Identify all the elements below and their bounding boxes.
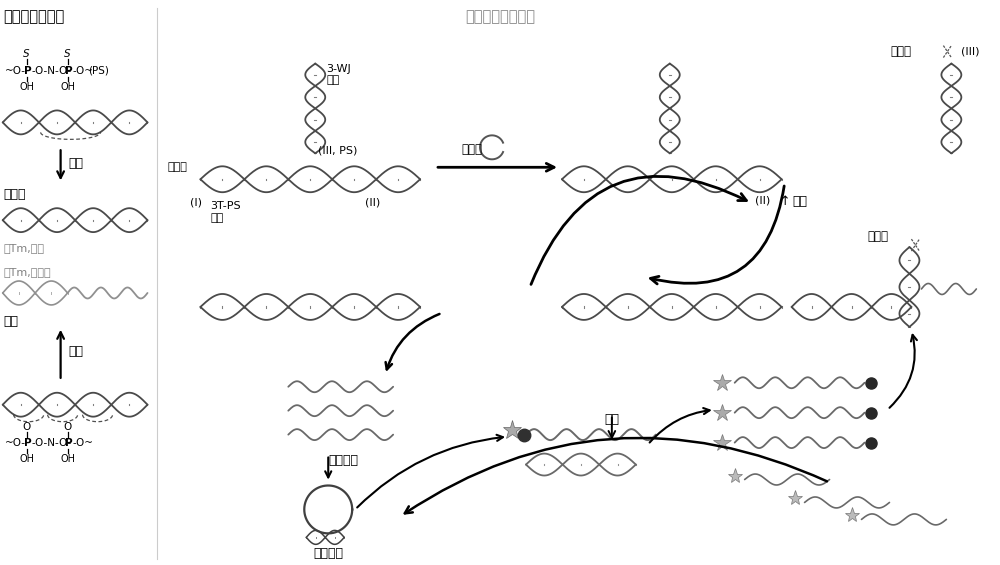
Text: (III): (III) bbox=[961, 46, 980, 57]
Text: (PS): (PS) bbox=[89, 66, 109, 76]
Text: -O~: -O~ bbox=[73, 66, 94, 76]
Text: 切刻: 切刻 bbox=[604, 412, 619, 425]
Text: O: O bbox=[23, 421, 31, 432]
Text: OH: OH bbox=[19, 82, 34, 93]
Text: ↑: ↑ bbox=[780, 195, 790, 208]
Text: P: P bbox=[24, 66, 31, 76]
Text: 3-WJ
引物: 3-WJ 引物 bbox=[326, 63, 351, 85]
Text: -O-N-O-: -O-N-O- bbox=[32, 438, 72, 447]
Text: 无偏识别恒温扩增: 无偏识别恒温扩增 bbox=[465, 8, 535, 24]
Text: (II): (II) bbox=[755, 195, 770, 205]
Text: -O~: -O~ bbox=[73, 438, 94, 447]
Text: -O-N-O-: -O-N-O- bbox=[32, 66, 72, 76]
Text: 低Tm,不稳定: 低Tm,不稳定 bbox=[4, 267, 51, 277]
Text: P: P bbox=[65, 66, 72, 76]
Text: 切刻: 切刻 bbox=[793, 195, 808, 208]
Text: 硫代碱基抗切刻: 硫代碱基抗切刻 bbox=[4, 8, 65, 24]
Text: S: S bbox=[23, 49, 30, 59]
Text: OH: OH bbox=[60, 82, 75, 93]
Text: (II): (II) bbox=[365, 197, 380, 207]
Text: 切口: 切口 bbox=[4, 315, 19, 328]
Text: O: O bbox=[63, 421, 72, 432]
Text: 单链产物: 单链产物 bbox=[328, 454, 358, 467]
Text: 未切刻: 未切刻 bbox=[867, 230, 888, 243]
Text: ~O-: ~O- bbox=[5, 66, 26, 76]
Text: P: P bbox=[65, 438, 72, 447]
Text: 切刻: 切刻 bbox=[69, 157, 84, 170]
Text: 无切口: 无切口 bbox=[4, 188, 26, 201]
Text: 未切刻: 未切刻 bbox=[890, 45, 911, 58]
Text: OH: OH bbox=[19, 454, 34, 463]
Text: S: S bbox=[64, 49, 71, 59]
Text: ~O-: ~O- bbox=[5, 438, 26, 447]
Text: 分子信标: 分子信标 bbox=[313, 547, 343, 560]
Text: 高Tm,稳定: 高Tm,稳定 bbox=[4, 243, 45, 253]
Text: OH: OH bbox=[60, 454, 75, 463]
Text: 3T-PS
模板: 3T-PS 模板 bbox=[210, 201, 241, 223]
Text: 聚合酶: 聚合酶 bbox=[462, 144, 483, 157]
Text: (III, PS): (III, PS) bbox=[318, 145, 358, 155]
Text: (I): (I) bbox=[190, 197, 202, 207]
Text: 目标物: 目标物 bbox=[168, 162, 187, 172]
Text: 切刻: 切刻 bbox=[69, 345, 84, 358]
Text: P: P bbox=[24, 438, 31, 447]
